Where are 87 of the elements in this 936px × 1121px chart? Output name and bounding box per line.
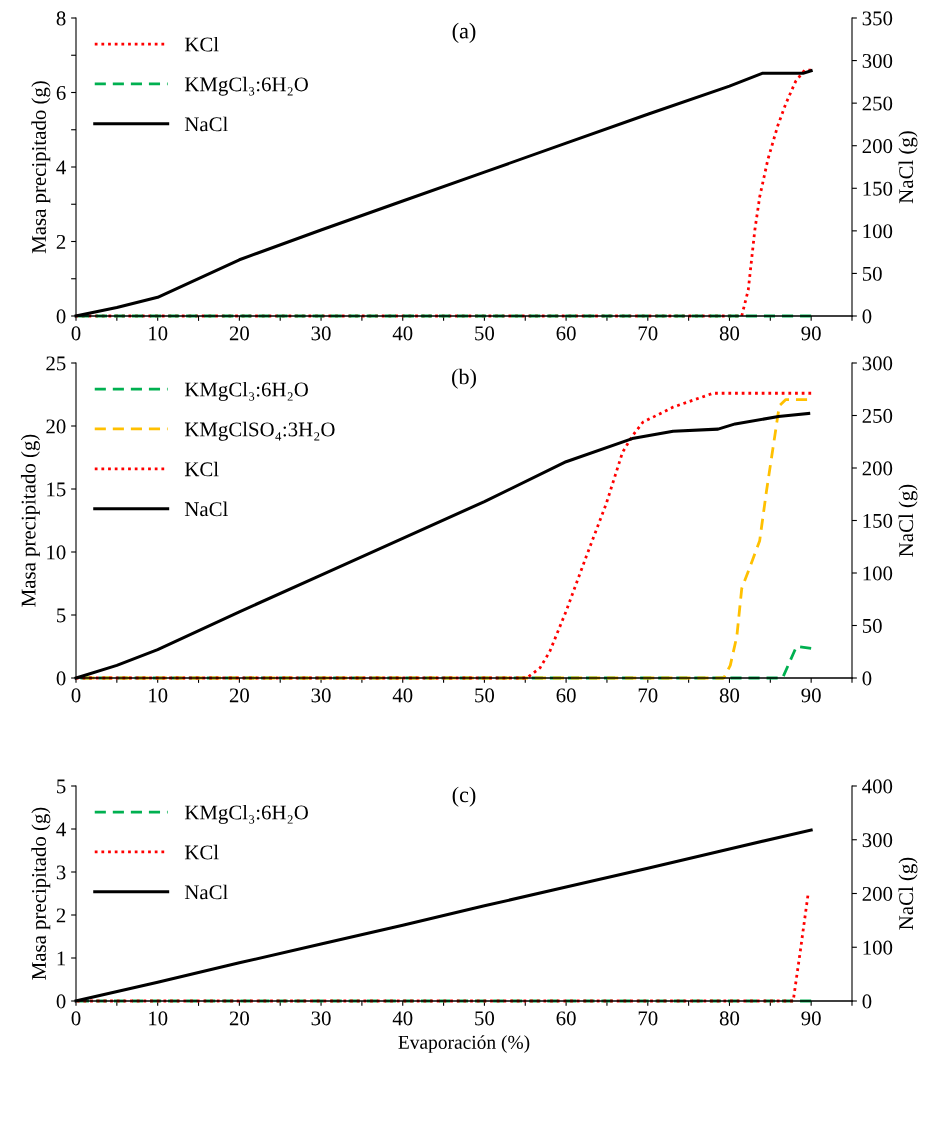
y2-axis-title: NaCl (g) — [898, 484, 918, 557]
x-tick-label: 10 — [149, 326, 168, 341]
y2-tick-label: 300 — [862, 356, 893, 371]
legend-label: KCl — [184, 461, 219, 477]
y2-tick-label: 50 — [862, 266, 882, 281]
y-tick-label: 3 — [56, 865, 66, 880]
x-tick-label: 90 — [801, 688, 821, 703]
y-tick-label: 6 — [56, 85, 66, 100]
y-tick-label: 20 — [46, 419, 66, 434]
x-tick-label: 80 — [719, 326, 740, 341]
x-tick-label: 50 — [475, 688, 495, 703]
y2-tick-label: 350 — [862, 11, 893, 26]
y2-tick-label: 200 — [862, 461, 893, 476]
chart-title: (c) — [452, 786, 476, 807]
y2-tick-label: 0 — [862, 671, 872, 686]
x-tick-label: 50 — [475, 1011, 495, 1026]
chart-title: (a) — [452, 22, 476, 43]
legend-label: NaCl — [184, 501, 228, 517]
y2-tick-label: 0 — [862, 309, 872, 324]
x-tick-label: 80 — [719, 1011, 740, 1026]
y-tick-label: 15 — [47, 482, 66, 497]
x-tick-label: 90 — [801, 326, 821, 341]
y-tick-label: 1 — [57, 951, 66, 966]
y2-tick-label: 250 — [862, 408, 893, 423]
y2-tick-label: 300 — [862, 833, 893, 848]
y-tick-label: 0 — [56, 671, 66, 686]
x-tick-label: 50 — [475, 326, 495, 341]
x-tick-label: 40 — [392, 1011, 413, 1026]
x-tick-label: 90 — [801, 1011, 821, 1026]
legend-label: NaCl — [184, 884, 228, 900]
y2-tick-label: 200 — [862, 886, 893, 901]
x-tick-label: 70 — [638, 688, 658, 703]
x-tick-label: 0 — [71, 1011, 81, 1026]
y2-tick-label: 300 — [862, 53, 893, 68]
x-tick-label: 0 — [71, 688, 81, 703]
x-tick-label: 40 — [392, 688, 413, 703]
x-tick-label: 10 — [149, 1011, 168, 1026]
legend-label: NaCl — [184, 116, 228, 132]
y2-tick-label: 50 — [862, 618, 882, 633]
chart-title: (b) — [452, 368, 476, 389]
y2-tick-label: 200 — [862, 139, 893, 154]
y2-tick-label: 250 — [862, 96, 893, 111]
x-tick-label: 30 — [311, 688, 331, 703]
y-tick-label: 4 — [56, 160, 66, 175]
y-tick-label: 2 — [56, 908, 66, 923]
legend-label: KCl — [184, 844, 219, 860]
legend-label: KMgClSO₄:3H₂O — [184, 421, 335, 441]
y2-tick-label: 150 — [863, 513, 893, 528]
x-tick-label: 70 — [638, 326, 658, 341]
x-tick-label: 60 — [556, 688, 576, 703]
y-tick-label: 10 — [47, 545, 66, 560]
x-tick-label: 80 — [719, 688, 740, 703]
x-tick-label: 20 — [229, 1011, 249, 1026]
legend-label: KMgCl₃:6H₂O — [184, 804, 308, 824]
y-axis-title: Masa precipitado (g) — [20, 434, 40, 607]
y2-tick-label: 100 — [863, 940, 893, 955]
y2-axis-title: NaCl (g) — [898, 131, 918, 204]
x-tick-label: 40 — [392, 326, 413, 341]
x-tick-label: 60 — [556, 326, 576, 341]
x-tick-label: 30 — [311, 1011, 331, 1026]
y-axis-title: Masa precipitado (g) — [31, 807, 51, 980]
y2-axis-title: NaCl (g) — [898, 857, 918, 930]
legend-label: KMgCl₃:6H₂O — [184, 381, 308, 401]
y-tick-label: 0 — [56, 309, 66, 324]
y-tick-label: 4 — [56, 822, 66, 837]
y-tick-label: 5 — [57, 608, 66, 623]
legend-label: KMgCl₃:6H₂O — [184, 76, 308, 96]
y2-tick-label: 100 — [863, 224, 893, 239]
y2-tick-label: 150 — [863, 181, 893, 196]
x-tick-label: 70 — [638, 1011, 658, 1026]
y2-tick-label: 400 — [862, 779, 893, 794]
y2-tick-label: 100 — [863, 566, 893, 581]
y-tick-label: 25 — [46, 356, 66, 371]
y-tick-label: 0 — [56, 994, 66, 1009]
y-tick-label: 8 — [56, 11, 66, 26]
legend-label: KCl — [184, 36, 219, 52]
x-tick-label: 60 — [556, 1011, 576, 1026]
x-tick-label: 10 — [149, 688, 168, 703]
y-tick-label: 5 — [57, 779, 66, 794]
y-axis-title: Masa precipitado (g) — [31, 81, 51, 254]
y-tick-label: 2 — [56, 234, 66, 249]
x-tick-label: 0 — [71, 326, 81, 341]
x-tick-label: 20 — [229, 688, 249, 703]
x-axis-title: Evaporación (%) — [398, 1035, 530, 1053]
x-tick-label: 20 — [229, 326, 249, 341]
y2-tick-label: 0 — [862, 994, 872, 1009]
x-tick-label: 30 — [311, 326, 331, 341]
